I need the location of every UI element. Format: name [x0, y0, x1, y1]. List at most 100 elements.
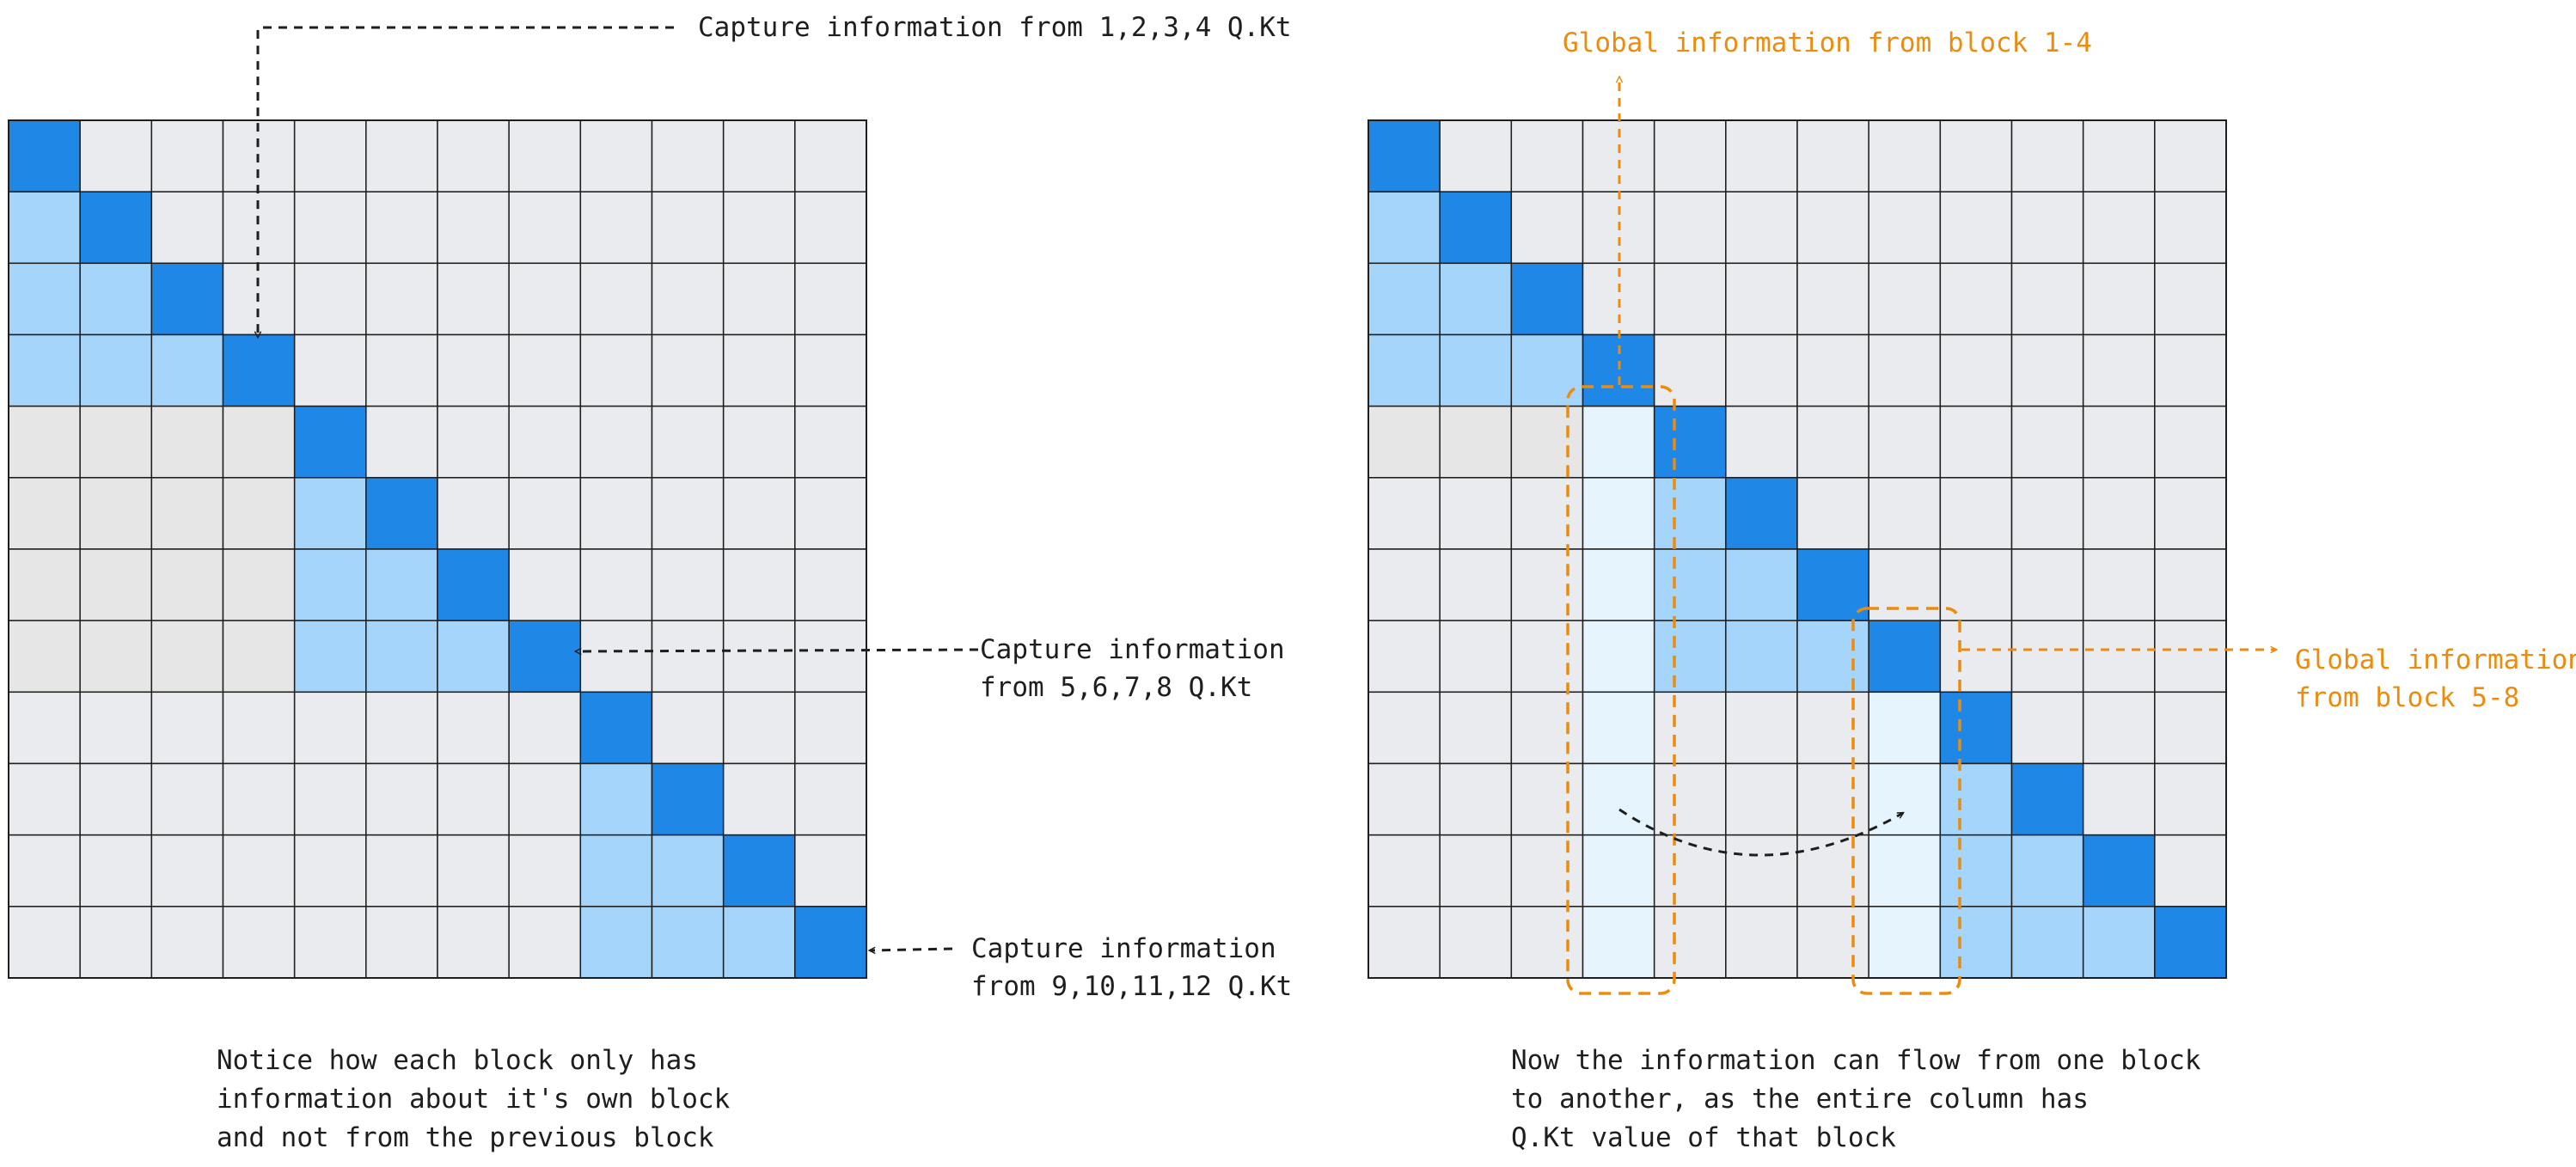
right-cell-r4-c1 [1368, 333, 1441, 407]
left-cell-r3-c1 [8, 262, 81, 336]
left-cell-r10-c8 [508, 762, 582, 836]
right-cell-r2-c12 [2154, 191, 2227, 265]
right-cell-r6-c2 [1439, 477, 1513, 550]
right-cell-r12-c11 [2082, 906, 2156, 979]
left-cell-r5-c7 [437, 405, 510, 479]
left-cell-r12-c10 [651, 906, 725, 979]
left-cell-r9-c6 [365, 691, 438, 765]
right-matrix-border [1368, 119, 2227, 979]
left-cell-r11-c8 [508, 834, 582, 907]
right-cell-r12-c6 [1725, 906, 1798, 979]
left-cell-r7-c3 [150, 548, 224, 621]
right-cell-r3-c5 [1653, 262, 1727, 336]
global-5-8-label-line1: Global information [2295, 645, 2576, 675]
right-cell-r4-c7 [1796, 333, 1869, 407]
right-cell-r6-c1 [1368, 477, 1441, 550]
right-cell-r4-c2 [1439, 333, 1513, 407]
right-cell-r11-c3 [1510, 834, 1584, 907]
right-cell-r2-c3 [1510, 191, 1584, 265]
right-cell-r8-c1 [1368, 620, 1441, 693]
right-cell-r2-c8 [1868, 191, 1942, 265]
flow-arrow [1618, 808, 1903, 857]
left-cell-r4-c10 [651, 333, 725, 407]
left-cell-r9-c2 [79, 691, 153, 765]
left-top-arrow [258, 26, 674, 337]
right-cell-r11-c1 [1368, 834, 1441, 907]
left-cell-r2-c1 [8, 191, 81, 265]
right-cell-r8-c5 [1653, 620, 1727, 693]
right-cell-r1-c9 [1939, 119, 2013, 192]
right-cell-r8-c9 [1939, 620, 2013, 693]
left-cell-r7-c4 [222, 548, 296, 621]
left-cell-r10-c4 [222, 762, 296, 836]
right-cell-r10-c10 [2010, 762, 2084, 836]
left-cell-r1-c10 [651, 119, 725, 192]
left-caption-line2: information about it's own block [217, 1084, 731, 1115]
right-caption-line3: Q.Kt value of that block [1511, 1122, 1896, 1153]
right-cell-r12-c5 [1653, 906, 1727, 979]
right-cell-r9-c7 [1796, 691, 1869, 765]
right-cell-r2-c6 [1725, 191, 1798, 265]
left-mid-label-line1: Capture information [980, 634, 1285, 665]
right-cell-r7-c3 [1510, 548, 1584, 621]
left-cell-r11-c5 [293, 834, 367, 907]
left-cell-r2-c3 [150, 191, 224, 265]
left-top-label: Capture information from 1,2,3,4 Q.Kt [698, 12, 1292, 43]
right-cell-r11-c11 [2082, 834, 2156, 907]
left-cell-r1-c5 [293, 119, 367, 192]
left-cell-r2-c9 [579, 191, 653, 265]
left-cell-r9-c1 [8, 691, 81, 765]
left-cell-r10-c1 [8, 762, 81, 836]
left-caption-line3: and not from the previous block [217, 1122, 714, 1153]
right-cell-r7-c6 [1725, 548, 1798, 621]
left-cell-r3-c12 [794, 262, 867, 336]
right-cell-r9-c9 [1939, 691, 2013, 765]
left-cell-r4-c5 [293, 333, 367, 407]
left-cell-r2-c6 [365, 191, 438, 265]
right-cell-r8-c6 [1725, 620, 1798, 693]
left-cell-r6-c4 [222, 477, 296, 550]
right-cell-r10-c9 [1939, 762, 2013, 836]
left-cell-r3-c10 [651, 262, 725, 336]
right-cell-r10-c4 [1582, 762, 1655, 836]
left-cell-r9-c11 [722, 691, 796, 765]
left-cell-r9-c3 [150, 691, 224, 765]
left-cell-r1-c9 [579, 119, 653, 192]
right-cell-r7-c4 [1582, 548, 1655, 621]
right-cell-r11-c6 [1725, 834, 1798, 907]
left-cell-r4-c8 [508, 333, 582, 407]
right-cell-r5-c7 [1796, 405, 1869, 479]
left-cell-r9-c9 [579, 691, 653, 765]
left-cell-r1-c2 [79, 119, 153, 192]
left-cell-r3-c8 [508, 262, 582, 336]
right-cell-r5-c10 [2010, 405, 2084, 479]
left-cell-r4-c12 [794, 333, 867, 407]
left-cell-r5-c10 [651, 405, 725, 479]
left-cell-r6-c7 [437, 477, 510, 550]
left-cell-r11-c1 [8, 834, 81, 907]
left-cell-r6-c1 [8, 477, 81, 550]
left-cell-r4-c1 [8, 333, 81, 407]
left-cell-r5-c3 [150, 405, 224, 479]
left-cell-r8-c12 [794, 620, 867, 693]
left-cell-r4-c3 [150, 333, 224, 407]
left-cell-r6-c12 [794, 477, 867, 550]
right-matrix-cells [1368, 119, 2227, 979]
global-5-8-label-line2: from block 5-8 [2295, 682, 2519, 713]
left-cell-r12-c6 [365, 906, 438, 979]
left-cell-r9-c5 [293, 691, 367, 765]
right-cell-r11-c2 [1439, 834, 1513, 907]
left-cell-r7-c7 [437, 548, 510, 621]
left-cell-r6-c10 [651, 477, 725, 550]
left-cell-r12-c2 [79, 906, 153, 979]
left-cell-r7-c2 [79, 548, 153, 621]
left-cell-r11-c7 [437, 834, 510, 907]
right-cell-r5-c11 [2082, 405, 2156, 479]
right-cell-r9-c1 [1368, 691, 1441, 765]
left-cell-r3-c7 [437, 262, 510, 336]
global-1-4-label: Global information from block 1-4 [1563, 27, 2092, 58]
right-cell-r9-c8 [1868, 691, 1942, 765]
right-cell-r3-c11 [2082, 262, 2156, 336]
right-cell-r3-c3 [1510, 262, 1584, 336]
right-cell-r2-c11 [2082, 191, 2156, 265]
